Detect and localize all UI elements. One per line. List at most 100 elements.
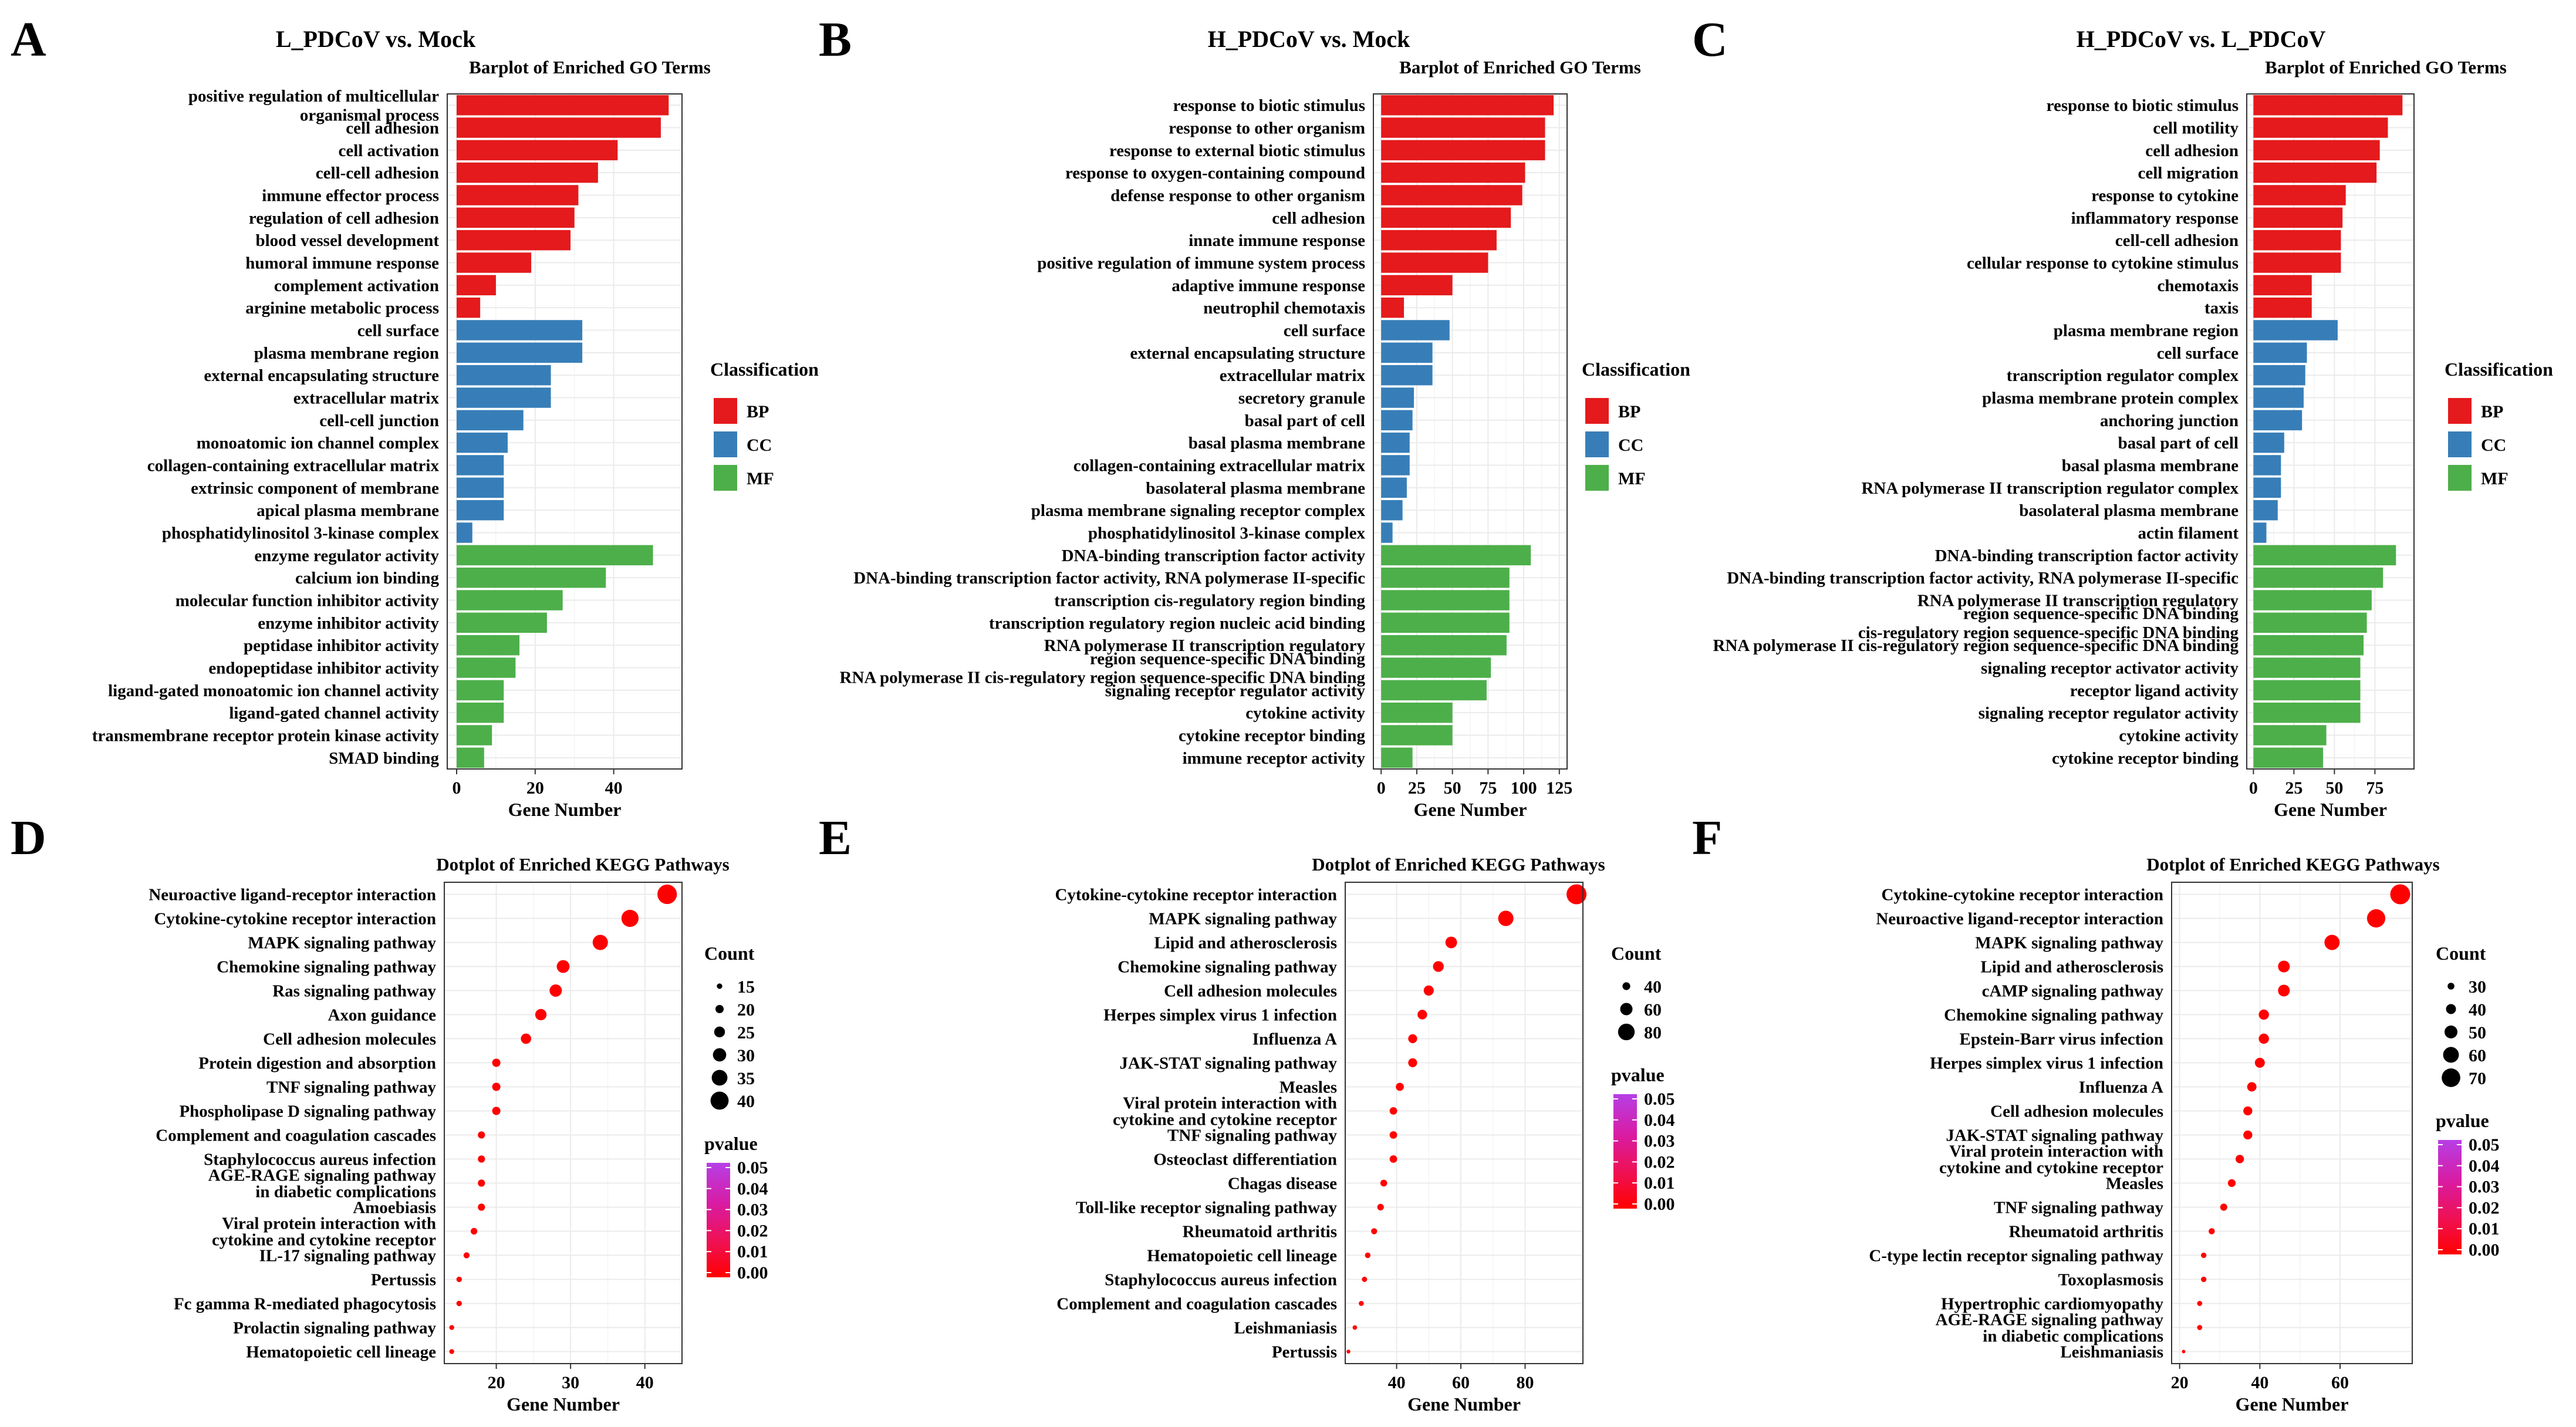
bar-label: cytokine receptor binding [2052, 749, 2239, 768]
dot-label: Cytokine-cytokine receptor interaction [1881, 886, 2163, 905]
bar-label: response to external biotic stimulus [1109, 141, 1365, 160]
dot-label: Chemokine signaling pathway [1944, 1006, 2163, 1025]
bar-mf [457, 725, 492, 745]
bar-label: enzyme regulator activity [254, 546, 439, 565]
legend-label: CC [1618, 436, 1643, 455]
bar-label: external encapsulating structure [204, 366, 439, 385]
dot-point [2209, 1228, 2215, 1234]
bar-bp [2253, 162, 2377, 183]
dot-label: Ras signaling pathway [272, 982, 436, 1001]
bar-cc [1381, 387, 1414, 408]
legend-title: Classification [710, 359, 819, 380]
dot-point [478, 1203, 485, 1211]
bar-bp [1381, 230, 1497, 251]
dot-label: Osteoclast differentiation [1153, 1151, 1337, 1169]
bar-label: response to oxygen-containing compound [1065, 164, 1365, 183]
size-legend-label: 40 [737, 1092, 755, 1111]
size-legend-title: Count [2436, 943, 2486, 964]
dot-label: Chagas disease [1228, 1175, 1337, 1193]
bar-label: RNA polymerase II transcription regulato… [1861, 479, 2239, 498]
bar-bp [1381, 185, 1522, 205]
dot-label: TNF signaling pathway [266, 1078, 436, 1097]
bar-label: transcription regulatory region nucleic … [989, 614, 1365, 633]
bar-label: cell migration [2138, 164, 2239, 183]
dot-label: Staphylococcus aureus infection [1105, 1271, 1337, 1290]
legend-swatch-mf [1585, 465, 1609, 491]
color-legend-title: pvalue [704, 1133, 758, 1154]
bar-label: SMAD binding [329, 749, 439, 768]
bar-mf [1381, 702, 1453, 723]
bar-bp [457, 252, 532, 273]
color-legend-label: 0.02 [737, 1221, 768, 1240]
bar-label: external encapsulating structure [1130, 344, 1365, 363]
bar-label: cytokine receptor binding [1179, 727, 1365, 745]
bar-label: cell-cell adhesion [2115, 231, 2239, 250]
bar-label: cell-cell adhesion [316, 164, 439, 183]
bar-label: collagen-containing extracellular matrix [147, 457, 440, 475]
dot-label: Herpes simplex virus 1 infection [1103, 1006, 1337, 1025]
size-legend-dot [717, 983, 723, 989]
dot-point [621, 909, 639, 927]
bar-cc [2253, 500, 2278, 521]
panel-title: H_PDCoV vs. L_PDCoV [2077, 26, 2326, 52]
bar-label: cell-cell junction [319, 411, 439, 430]
bar-label: DNA-binding transcription factor activit… [1062, 546, 1366, 565]
bar-label: cell motility [2153, 119, 2239, 138]
bar-label: RNA polymerase II transcription regulato… [1917, 592, 2239, 610]
dot-label: Influenza A [1252, 1030, 1337, 1049]
size-legend-label: 30 [737, 1046, 755, 1065]
bar-label: defense response to other organism [1110, 187, 1365, 205]
dot-label: Complement and coagulation cascades [156, 1126, 436, 1145]
legend-swatch-cc [1585, 431, 1609, 457]
dot-label: Chemokine signaling pathway [217, 958, 436, 977]
x-tick-label: 0 [1377, 778, 1386, 798]
dot-point [535, 1008, 547, 1021]
dot-point [2227, 1179, 2236, 1188]
bar-label: cell surface [1284, 322, 1365, 340]
size-legend-dot [713, 1048, 727, 1062]
dot-label: Phospholipase D signaling pathway [179, 1102, 436, 1121]
color-legend-label: 0.04 [2469, 1156, 2500, 1176]
dot-label: JAK-STAT signaling pathway [1119, 1054, 1337, 1073]
x-tick-label: 0 [453, 778, 461, 798]
panel-subtitle: Barplot of Enriched GO Terms [469, 57, 711, 77]
dot-point [2243, 1130, 2253, 1140]
bar-label: signaling receptor regulator activity [1105, 682, 1366, 700]
dot-point [1346, 1350, 1351, 1354]
x-tick-label: 50 [1444, 778, 1461, 798]
size-legend-label: 60 [2469, 1046, 2486, 1065]
size-legend-label: 50 [2469, 1023, 2486, 1043]
dot-point [1389, 1107, 1397, 1115]
dot-point [1389, 1155, 1397, 1163]
dot-point [492, 1058, 501, 1067]
color-legend-label: 0.01 [1644, 1173, 1675, 1193]
dot-point [1380, 1179, 1387, 1187]
x-tick-label: 40 [636, 1373, 654, 1392]
bar-label: endopeptidase inhibitor activity [208, 659, 439, 678]
bar-label: chemotaxis [2157, 276, 2239, 295]
dot-point [592, 935, 608, 950]
bar-label: signaling receptor activator activity [1981, 659, 2239, 678]
legend-label: BP [747, 402, 769, 421]
color-legend-label: 0.05 [1644, 1089, 1675, 1109]
bar-bp [1381, 162, 1525, 183]
dot-label: Chemokine signaling pathway [1117, 958, 1337, 977]
dot-label: TNF signaling pathway [1994, 1199, 2163, 1217]
color-legend-label: 0.05 [2469, 1135, 2500, 1155]
dot-label: MAPK signaling pathway [248, 934, 436, 953]
color-legend-label: 0.04 [1644, 1111, 1675, 1130]
bar-label: humoral immune response [245, 254, 439, 273]
dot-label: cytokine and cytokine receptor [212, 1230, 436, 1249]
bar-label: positive regulation of immune system pro… [1037, 254, 1365, 273]
x-tick-label: 0 [2249, 778, 2258, 798]
bar-mf [457, 747, 484, 768]
bar-cc [2253, 387, 2304, 408]
bar-label: basolateral plasma membrane [2019, 501, 2239, 520]
bar-panel-B: B H_PDCoV vs. Mock Barplot of Enriched GO … [819, 12, 1690, 820]
bar-bp [1381, 207, 1511, 228]
dot-point [2197, 1301, 2203, 1306]
size-legend-title: Count [704, 943, 755, 964]
bar-label: anchoring junction [2100, 411, 2239, 430]
bar-label: peptidase inhibitor activity [244, 636, 439, 655]
